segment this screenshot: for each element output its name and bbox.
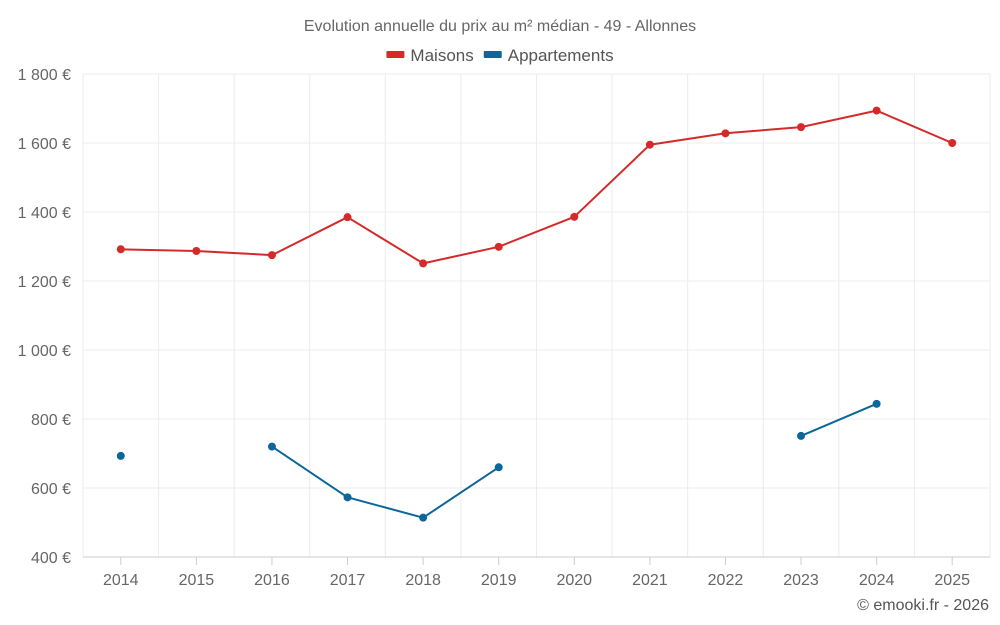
legend-item-appartements[interactable]: Appartements <box>483 46 614 65</box>
data-point-maisons[interactable] <box>116 245 125 254</box>
data-point-appartements[interactable] <box>872 399 881 408</box>
data-point-appartements[interactable] <box>797 431 806 440</box>
series-line-appartements <box>271 445 500 519</box>
data-point-maisons[interactable] <box>343 213 352 222</box>
data-point-maisons[interactable] <box>494 242 503 251</box>
gridlines <box>82 73 991 557</box>
series-line-appartements <box>800 402 877 437</box>
x-tick-label: 2025 <box>934 572 970 589</box>
data-point-maisons[interactable] <box>645 140 654 149</box>
y-tick-label: 1 000 € <box>18 343 71 360</box>
data-point-appartements[interactable] <box>419 513 428 522</box>
data-point-appartements[interactable] <box>267 442 276 451</box>
legend-label: Appartements <box>508 46 614 65</box>
y-tick-label: 1 600 € <box>18 136 71 153</box>
data-point-maisons[interactable] <box>721 129 730 138</box>
x-tick-label: 2022 <box>708 572 744 589</box>
data-point-appartements[interactable] <box>494 463 503 472</box>
legend: Maisons Appartements <box>386 46 614 65</box>
chart-title: Evolution annuelle du prix au m² médian … <box>304 18 696 35</box>
legend-swatch <box>483 51 502 58</box>
x-tick-label: 2018 <box>405 572 441 589</box>
data-point-maisons[interactable] <box>419 259 428 268</box>
data-point-maisons[interactable] <box>872 106 881 115</box>
x-tick-label: 2024 <box>859 572 895 589</box>
x-tick-label: 2014 <box>103 572 139 589</box>
legend-swatch <box>386 51 405 58</box>
series-line-maisons <box>120 109 953 265</box>
data-point-maisons[interactable] <box>797 123 806 132</box>
y-tick-label: 800 € <box>31 412 71 429</box>
data-point-maisons[interactable] <box>267 251 276 260</box>
data-point-maisons[interactable] <box>948 139 957 147</box>
x-tick-label: 2019 <box>481 572 517 589</box>
data-point-maisons[interactable] <box>570 212 579 221</box>
y-tick-label: 1 400 € <box>18 205 71 222</box>
x-tick-label: 2021 <box>632 572 668 589</box>
x-tick-label: 2017 <box>330 572 366 589</box>
y-tick-label: 600 € <box>31 481 71 498</box>
data-point-maisons[interactable] <box>192 246 201 255</box>
y-tick-label: 400 € <box>31 550 71 567</box>
x-tick-label: 2023 <box>783 572 819 589</box>
legend-item-maisons[interactable]: Maisons <box>386 46 474 65</box>
data-point-appartements[interactable] <box>116 451 125 460</box>
y-axis-ticks: 400 € 600 € 800 € 1 000 € 1 200 € 1 400 € 1 60… <box>18 67 71 567</box>
credit-text: © emooki.fr - 2026 <box>857 597 989 614</box>
x-tick-label: 2016 <box>254 572 290 589</box>
legend-label: Maisons <box>410 46 473 65</box>
data-point-appartements[interactable] <box>343 493 352 502</box>
x-tick-label: 2020 <box>556 572 592 589</box>
y-tick-label: 1 800 € <box>18 67 71 84</box>
x-axis-ticks: 2014 2015 2016 2017 2018 2019 2020 2021 2022 2023… <box>103 557 970 589</box>
series-layer <box>116 106 957 522</box>
y-tick-label: 1 200 € <box>18 274 71 291</box>
x-tick-label: 2015 <box>179 572 215 589</box>
